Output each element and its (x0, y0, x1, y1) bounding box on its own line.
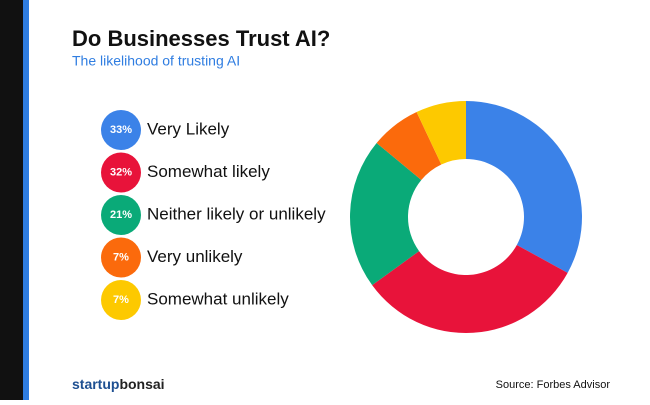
legend-value-label: 33% (110, 124, 132, 136)
legend-label: Somewhat unlikely (147, 289, 289, 308)
chart-title: Do Businesses Trust AI? (72, 26, 330, 51)
legend-label: Very unlikely (147, 247, 243, 266)
legend-value-label: 32% (110, 166, 132, 178)
donut-slice (376, 112, 442, 181)
chart-subtitle: The likelihood of trusting AI (72, 53, 240, 69)
side-accent (23, 0, 29, 400)
legend-label: Neither likely or unlikely (147, 204, 326, 223)
donut-slice (350, 143, 422, 286)
legend-value-label: 7% (113, 251, 129, 263)
legend-label: Very Likely (147, 119, 230, 138)
logo-part: bonsai (119, 376, 164, 392)
legend-swatch (101, 237, 141, 278)
donut-slice (466, 101, 582, 273)
legend-swatch (101, 195, 141, 235)
donut-slice (416, 101, 466, 165)
legend-swatch (101, 280, 141, 320)
source: Source: Forbes Advisor (496, 379, 611, 391)
legend-value-label: 21% (110, 209, 132, 221)
side-bar (0, 0, 23, 400)
legend-label: Somewhat likely (147, 162, 270, 181)
logo-part: startup (72, 376, 119, 392)
logo: startupbonsai (72, 376, 165, 392)
legend-swatch (101, 152, 141, 193)
legend-swatch (101, 110, 141, 150)
donut-slice (372, 244, 568, 333)
legend-value-label: 7% (113, 294, 129, 306)
